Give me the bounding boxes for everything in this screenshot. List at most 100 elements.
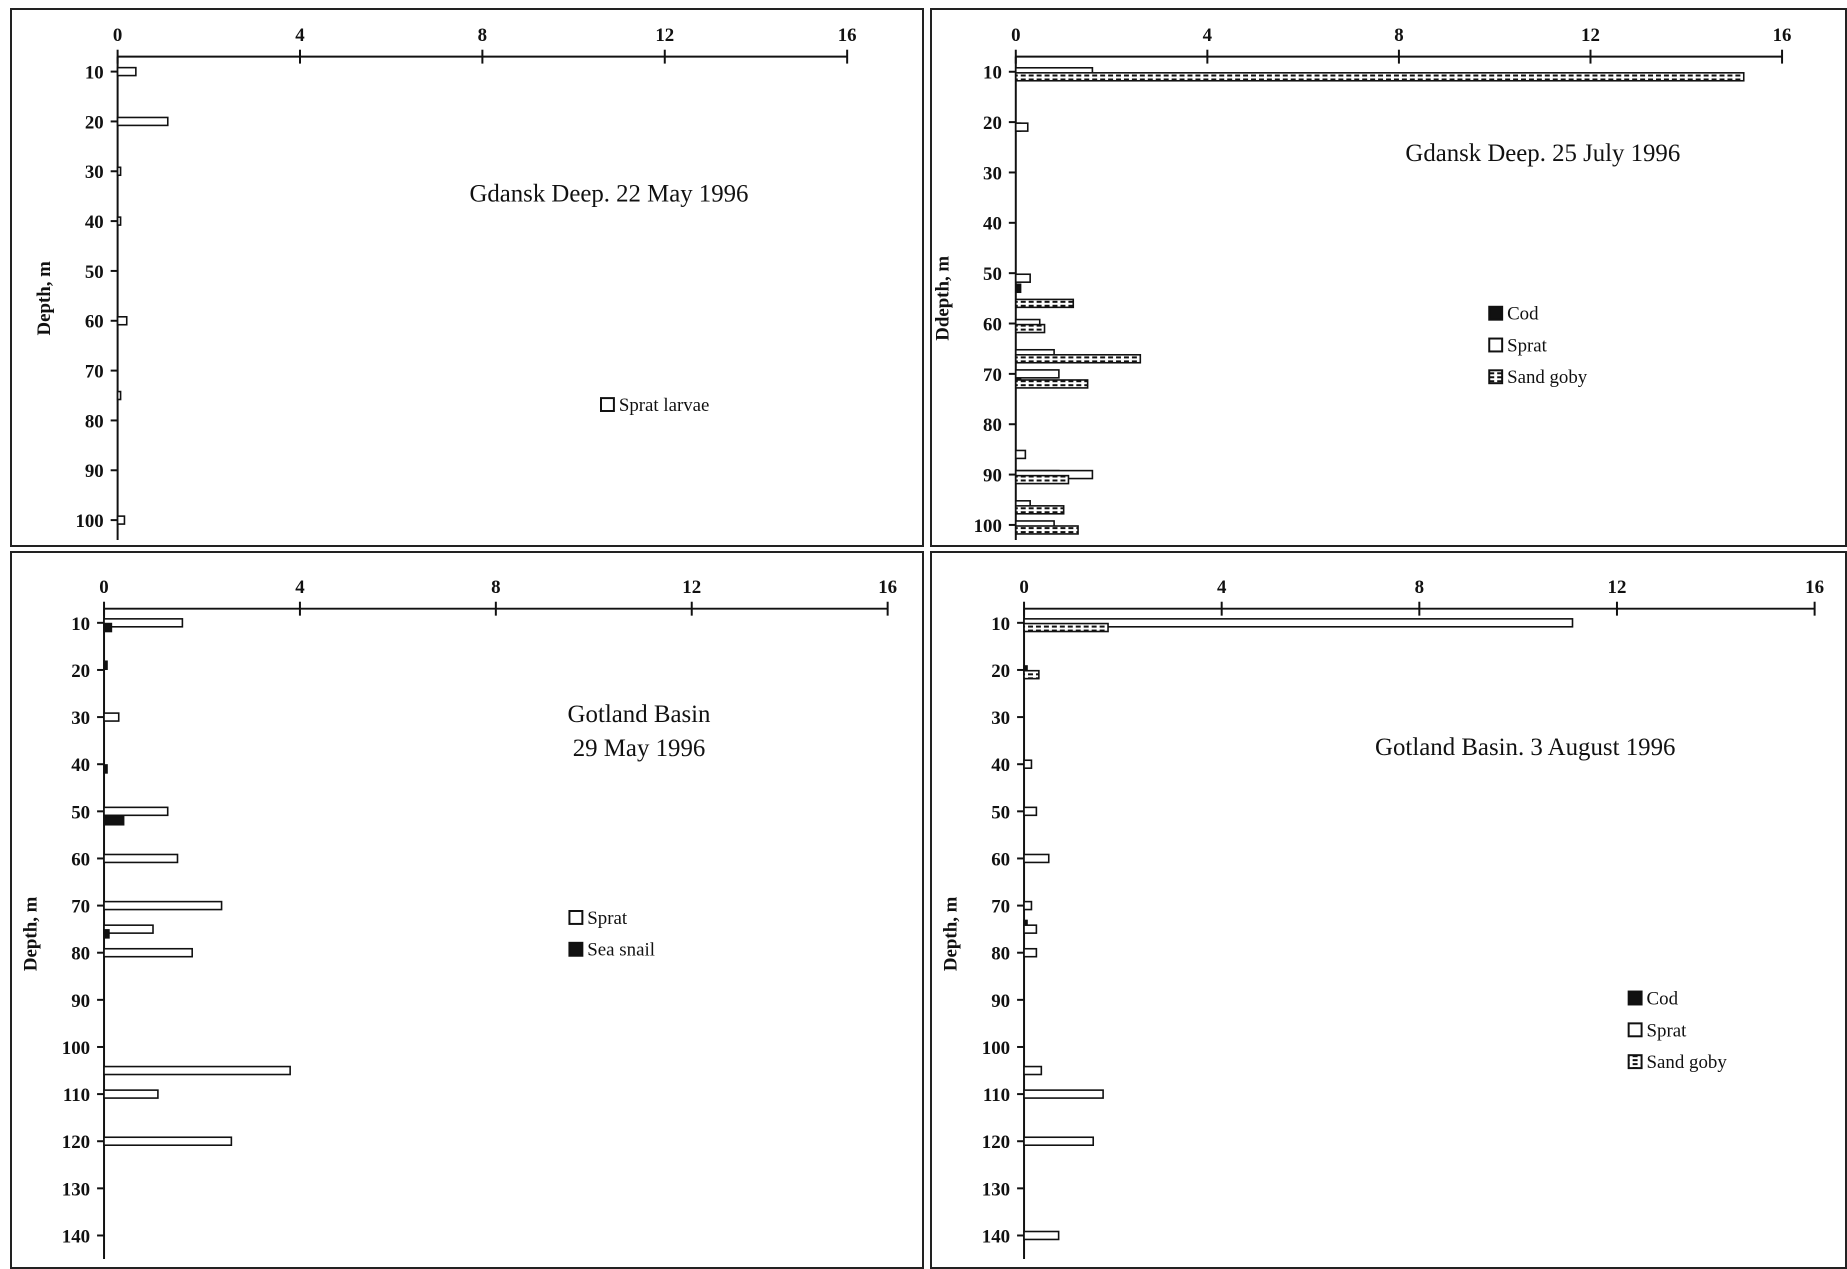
bar — [1014, 323, 1046, 334]
bar — [1014, 273, 1031, 283]
chart-svg: 0 4 8 12 16 10 20 30 40 50 60 70 80 90 100 Depth, m Gdan… — [34, 25, 857, 541]
y-tick-label: 30 — [983, 163, 1002, 184]
y-tick-label: 130 — [982, 1179, 1010, 1200]
bar — [103, 924, 154, 934]
chart-title: Gdansk Deep. 25 July 1996 — [1405, 140, 1680, 167]
legend-swatch — [1627, 1022, 1643, 1038]
y-tick-label: 20 — [85, 112, 104, 133]
bar — [103, 900, 223, 911]
x-tick-label: 0 — [99, 577, 108, 598]
y-tick-label: 90 — [983, 466, 1002, 487]
legend-label: Sand goby — [1507, 367, 1588, 388]
x-tick-label: 4 — [295, 577, 305, 598]
y-tick-label: 50 — [991, 802, 1010, 823]
bar — [1014, 369, 1060, 379]
bar — [1014, 474, 1070, 485]
legend-label: Sprat — [1647, 1020, 1688, 1041]
bar — [103, 764, 108, 774]
legend-item: Sand goby — [1488, 367, 1588, 388]
y-axis-title: Depth, m — [940, 896, 961, 971]
bar — [1023, 806, 1038, 817]
legend-swatch — [568, 910, 584, 925]
chart-title: Gotland Basin. 3 August 1996 — [1375, 734, 1675, 761]
y-tick-label: 10 — [991, 614, 1010, 635]
x-tick-label: 8 — [1415, 577, 1424, 598]
y-tick-label: 80 — [983, 415, 1002, 436]
bar — [1014, 122, 1029, 132]
y-axis-title: Depth, m — [34, 261, 55, 336]
bar — [1014, 283, 1022, 294]
bar — [1023, 900, 1033, 911]
y-tick-label: 80 — [991, 944, 1010, 965]
bar — [103, 947, 193, 958]
y-tick-label: 40 — [991, 755, 1010, 776]
x-tick-label: 16 — [838, 25, 857, 46]
legend-label: Sprat — [587, 908, 628, 929]
x-tick-label: 8 — [491, 577, 500, 598]
y-tick-label: 40 — [85, 212, 104, 233]
legend-item: Sprat — [1627, 1020, 1688, 1041]
y-tick-label: 70 — [983, 365, 1002, 386]
legend-item: Sea snail — [568, 940, 655, 961]
bar — [116, 515, 126, 525]
chart-panel-gdansk-may: 0 4 8 12 16 10 20 30 40 50 60 70 80 90 100 Depth, m Gdan… — [10, 8, 924, 547]
legend-item: Cod — [1627, 988, 1679, 1009]
x-tick-label: 0 — [113, 25, 122, 46]
bar — [1014, 449, 1027, 460]
y-tick-label: 30 — [71, 708, 90, 729]
legend-swatch — [1488, 305, 1504, 321]
y-tick-label: 60 — [85, 312, 104, 333]
bar — [1023, 1089, 1104, 1099]
chart-panel-gotland-august: 0 4 8 12 16 10 20 30 40 50 60 70 80 90 100 110 120 130 140… — [930, 551, 1847, 1269]
legend-swatch — [600, 397, 615, 412]
bar — [1023, 1136, 1095, 1146]
bar — [1014, 298, 1075, 309]
legend-swatch — [1488, 337, 1504, 353]
y-axis-title: Depth, m — [20, 896, 41, 971]
y-tick-label: 20 — [71, 661, 90, 682]
y-tick-label: 130 — [62, 1179, 90, 1200]
bar — [103, 1065, 291, 1076]
x-tick-label: 16 — [878, 577, 897, 598]
bar — [1014, 525, 1079, 535]
bar — [1023, 622, 1109, 633]
bar — [116, 166, 122, 177]
y-tick-label: 100 — [974, 516, 1002, 537]
y-tick-label: 10 — [71, 614, 90, 635]
bar — [1023, 759, 1033, 769]
bar — [1023, 1065, 1043, 1076]
legend-item: Sand goby — [1627, 1052, 1727, 1073]
chart-title: Gotland Basin — [568, 701, 711, 728]
chart-panel-gdansk-july: 0 4 8 12 16 10 20 30 40 50 60 70 80 90 100 Ddepth, m Gda… — [930, 8, 1847, 547]
x-tick-label: 4 — [295, 25, 305, 46]
bar — [103, 618, 184, 628]
legend-item: Sprat — [1488, 335, 1548, 356]
chart-svg: 0 4 8 12 16 10 20 30 40 50 60 70 80 90 100 110 120 130 140… — [20, 577, 897, 1260]
x-tick-label: 12 — [1581, 25, 1600, 46]
chart-title: Gdansk Deep. 22 May 1996 — [469, 181, 748, 208]
legend-label: Sprat — [1507, 335, 1548, 356]
y-tick-label: 90 — [71, 991, 90, 1012]
legend-item: Sprat larvae — [600, 395, 710, 416]
y-tick-label: 50 — [983, 264, 1002, 285]
legend-label: Sprat larvae — [619, 395, 710, 416]
legend-label: Sea snail — [587, 940, 655, 961]
legend-item: Cod — [1488, 304, 1539, 325]
bar — [103, 622, 113, 633]
bar — [1023, 669, 1040, 680]
bar — [1023, 1230, 1060, 1241]
y-tick-label: 90 — [991, 991, 1010, 1012]
bar — [1023, 853, 1050, 864]
y-tick-label: 30 — [991, 708, 1010, 729]
y-tick-label: 140 — [982, 1226, 1010, 1247]
y-tick-label: 70 — [85, 362, 104, 383]
legend-label: Cod — [1647, 988, 1679, 1009]
x-tick-label: 12 — [1608, 577, 1627, 598]
bar — [103, 815, 125, 826]
y-tick-label: 120 — [62, 1132, 90, 1153]
bar — [1014, 72, 1745, 82]
y-tick-label: 100 — [75, 511, 103, 532]
bar — [1023, 924, 1038, 934]
bar — [1014, 379, 1089, 389]
bar — [116, 316, 128, 326]
